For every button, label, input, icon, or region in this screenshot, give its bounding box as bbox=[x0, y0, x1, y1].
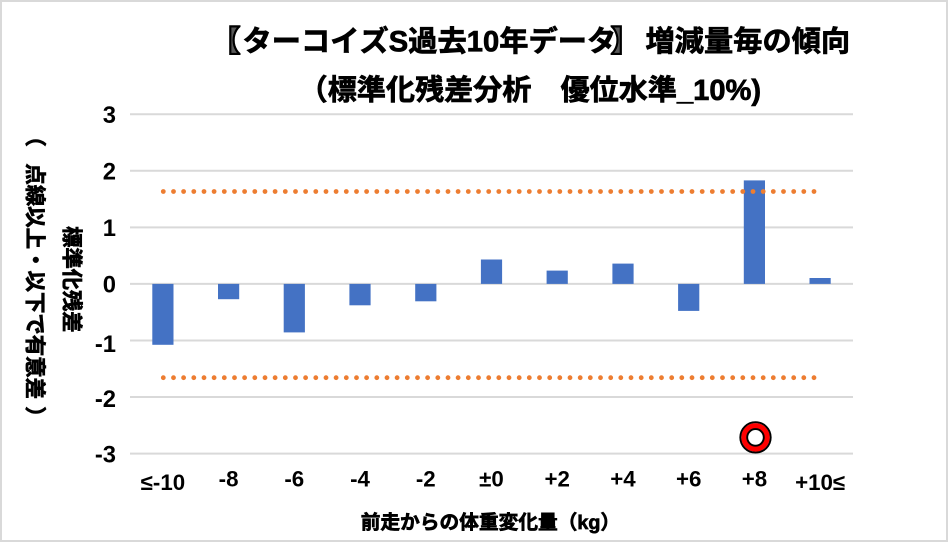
svg-text:-4: -4 bbox=[350, 466, 370, 491]
svg-text:0: 0 bbox=[103, 272, 116, 299]
svg-text:+4: +4 bbox=[610, 466, 636, 491]
svg-text:-8: -8 bbox=[219, 466, 239, 491]
svg-text:-2: -2 bbox=[416, 466, 436, 491]
svg-text:±0: ±0 bbox=[479, 466, 504, 491]
svg-text:-2: -2 bbox=[95, 386, 116, 413]
svg-text:-6: -6 bbox=[284, 466, 304, 491]
svg-text:+2: +2 bbox=[544, 466, 569, 491]
svg-text:+6: +6 bbox=[676, 466, 701, 491]
svg-text:1: 1 bbox=[103, 215, 116, 242]
svg-text:+10≤: +10≤ bbox=[795, 470, 845, 495]
svg-text:+8: +8 bbox=[742, 466, 767, 491]
svg-text:-3: -3 bbox=[95, 442, 116, 469]
svg-text:2: 2 bbox=[103, 158, 116, 185]
svg-text:3: 3 bbox=[103, 102, 116, 129]
svg-text:≤-10: ≤-10 bbox=[141, 470, 185, 495]
svg-text:-1: -1 bbox=[95, 331, 116, 358]
